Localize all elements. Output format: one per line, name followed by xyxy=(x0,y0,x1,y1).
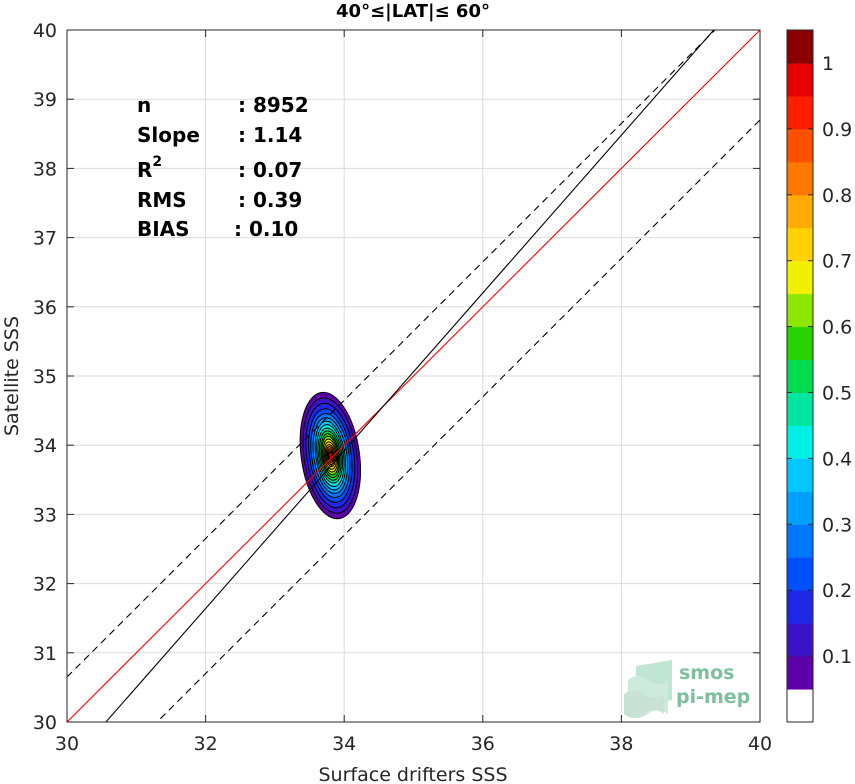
colorbar-ticks: 0.1 0.2 0.3 0.4 0.5 0.6 0.7 0.8 0.9 1 xyxy=(787,53,852,668)
chart-title: 40°≤|LAT|≤ 60° xyxy=(336,1,490,22)
x-tick-label: 38 xyxy=(609,733,633,755)
stat-rms-label: RMS xyxy=(137,188,187,212)
stat-n-value: : 8952 xyxy=(238,93,309,117)
colorbar-segment xyxy=(787,491,813,525)
regression-lines xyxy=(67,30,760,722)
colorbar-segment xyxy=(787,62,813,97)
colorbar-tick-label: 0.2 xyxy=(822,580,852,602)
colorbar-segment xyxy=(787,95,813,130)
y-tick-label: 34 xyxy=(33,435,57,457)
y-axis-label: Satellite SSS xyxy=(1,316,23,436)
colorbar-segment xyxy=(787,194,813,229)
colorbar-frame xyxy=(786,29,814,723)
fit-line xyxy=(105,30,715,722)
colorbar-segment xyxy=(787,689,813,723)
upper-bound-line xyxy=(67,30,716,678)
x-tick-label: 40 xyxy=(748,733,772,755)
y-tick-label: 33 xyxy=(33,504,57,526)
colorbar-tick-label: 0.5 xyxy=(822,382,852,404)
y-tick-label: 40 xyxy=(33,20,57,42)
y-tick-label: 30 xyxy=(33,712,57,734)
colorbar-tick-label: 0.7 xyxy=(822,251,852,273)
colorbar-segment xyxy=(787,260,813,295)
colorbar-tick-label: 0.9 xyxy=(822,119,852,141)
colorbar-tick-label: 1 xyxy=(822,53,834,75)
colorbar-segment xyxy=(787,128,813,163)
smos-pimep-logo: smos pi-mep xyxy=(624,660,750,718)
colorbar-segment xyxy=(787,557,813,591)
colorbar-segment xyxy=(787,161,813,196)
y-axis-ticks: 30 31 32 33 34 35 36 37 38 39 40 xyxy=(33,20,760,734)
colorbar-tick-label: 0.4 xyxy=(822,448,852,470)
stat-bias-value: : 0.10 xyxy=(234,217,298,241)
y-tick-label: 39 xyxy=(33,89,57,111)
colorbar-segment xyxy=(787,293,813,328)
colorbar-segment xyxy=(787,458,813,492)
grid xyxy=(66,29,761,723)
stat-bias-label: BIAS xyxy=(137,217,190,241)
y-tick-label: 31 xyxy=(33,643,57,665)
lower-bound-line xyxy=(156,119,760,722)
colorbar xyxy=(786,29,814,723)
x-tick-label: 32 xyxy=(194,733,218,755)
colorbar-segment xyxy=(787,590,813,624)
colorbar-tick-label: 0.8 xyxy=(822,185,852,207)
x-tick-label: 36 xyxy=(471,733,495,755)
x-axis-label: Surface drifters SSS xyxy=(319,764,508,784)
stats-box: n : 8952 Slope : 1.14 R2 : 0.07 RMS : 0.… xyxy=(137,93,309,241)
watermark-line1: smos xyxy=(679,662,734,684)
stat-r2-superscript: 2 xyxy=(152,154,162,170)
colorbar-segment xyxy=(787,392,813,426)
x-tick-label: 34 xyxy=(332,733,356,755)
colorbar-segment xyxy=(787,623,813,657)
colorbar-segment xyxy=(787,359,813,393)
colorbar-segment xyxy=(787,30,813,64)
colorbar-tick-label: 0.6 xyxy=(822,317,852,339)
colorbar-segment xyxy=(787,524,813,558)
y-tick-label: 36 xyxy=(33,297,57,319)
colorbar-segment xyxy=(787,425,813,459)
stat-rms-value: : 0.39 xyxy=(238,188,302,212)
stat-r2-base: R xyxy=(137,158,152,182)
colorbar-tick-label: 0.3 xyxy=(822,514,852,536)
stat-r2-label: R2 xyxy=(137,154,162,182)
colorbar-segment xyxy=(787,227,813,262)
colorbar-segment xyxy=(787,326,813,361)
stat-slope-label: Slope xyxy=(137,123,200,147)
stat-n-label: n xyxy=(137,93,151,117)
watermark-line2: pi-mep xyxy=(676,686,750,708)
y-tick-label: 38 xyxy=(33,158,57,180)
stat-r2-value: : 0.07 xyxy=(238,158,302,182)
y-tick-label: 32 xyxy=(33,574,57,596)
colorbar-tick-label: 0.1 xyxy=(822,646,852,668)
stat-slope-value: : 1.14 xyxy=(238,123,302,147)
y-tick-label: 35 xyxy=(33,366,57,388)
one-to-one-line xyxy=(67,30,760,722)
x-tick-label: 30 xyxy=(55,733,79,755)
wave-logo-icon xyxy=(624,660,672,718)
colorbar-segment xyxy=(787,656,813,690)
y-tick-label: 37 xyxy=(33,228,57,250)
x-axis-ticks: 30 32 34 36 38 40 xyxy=(55,30,772,755)
